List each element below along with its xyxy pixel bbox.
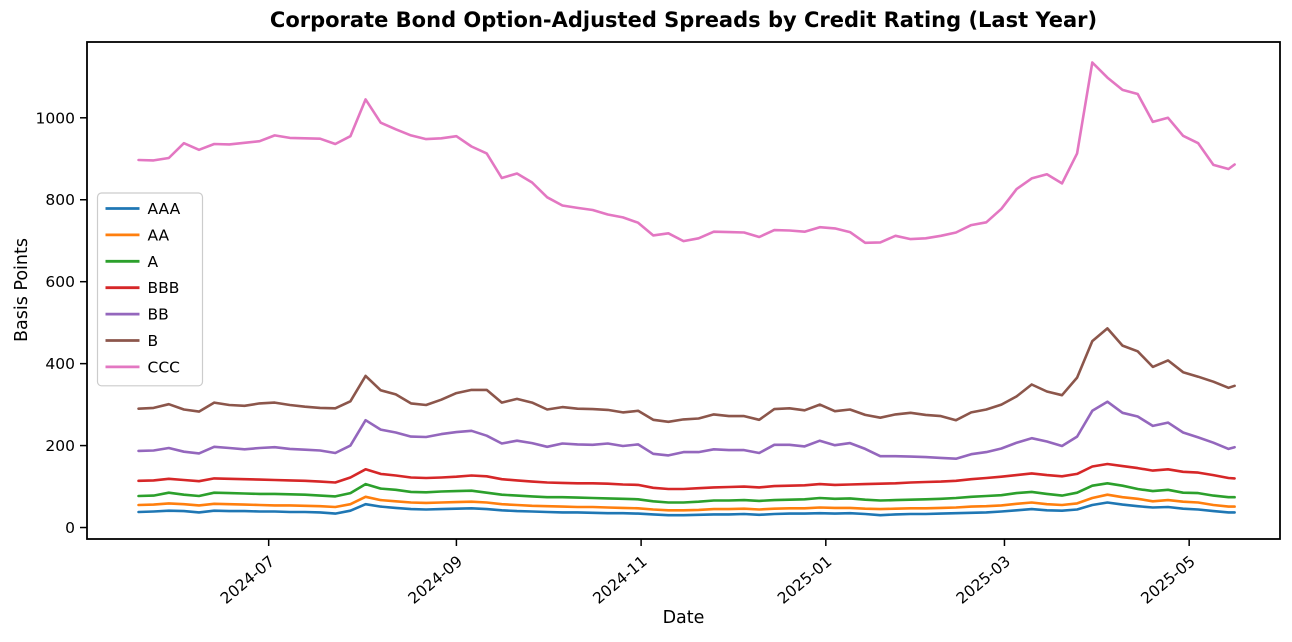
legend-label-aaa: AAA [148,200,181,218]
y-tick-label: 0 [65,519,75,537]
y-tick-label: 600 [45,273,75,291]
series-line-bbb [137,462,1236,491]
x-tick-label: 2025-03 [953,552,1014,607]
y-tick-label: 200 [45,437,75,455]
legend-label-ccc: CCC [148,358,180,376]
legend-label-b: B [148,332,159,350]
series-line-bb [137,400,1236,461]
series-line-aaa [137,501,1236,517]
x-axis-label: Date [662,608,705,628]
legend-label-aa: AA [148,226,170,244]
x-tick-label: 2024-11 [589,552,650,607]
y-tick-label: 400 [45,355,75,373]
series-line-a [137,481,1236,504]
series-line-aa [137,493,1236,512]
legend-box [96,192,204,387]
series-line-ccc [137,61,1236,245]
plot-frame [86,41,1281,540]
y-tick-label: 800 [45,191,75,209]
x-tick-label: 2025-01 [774,552,835,607]
chart-title: Corporate Bond Option-Adjusted Spreads b… [269,8,1098,32]
legend-label-bb: BB [148,306,169,324]
legend-label-bbb: BBB [148,279,180,297]
x-tick-label: 2024-09 [405,552,466,607]
legend-label-a: A [148,253,159,271]
x-tick-label: 2025-05 [1138,552,1199,607]
x-tick-label: 2024-07 [217,552,278,607]
series-line-b [137,327,1236,424]
y-tick-label: 1000 [36,109,75,127]
